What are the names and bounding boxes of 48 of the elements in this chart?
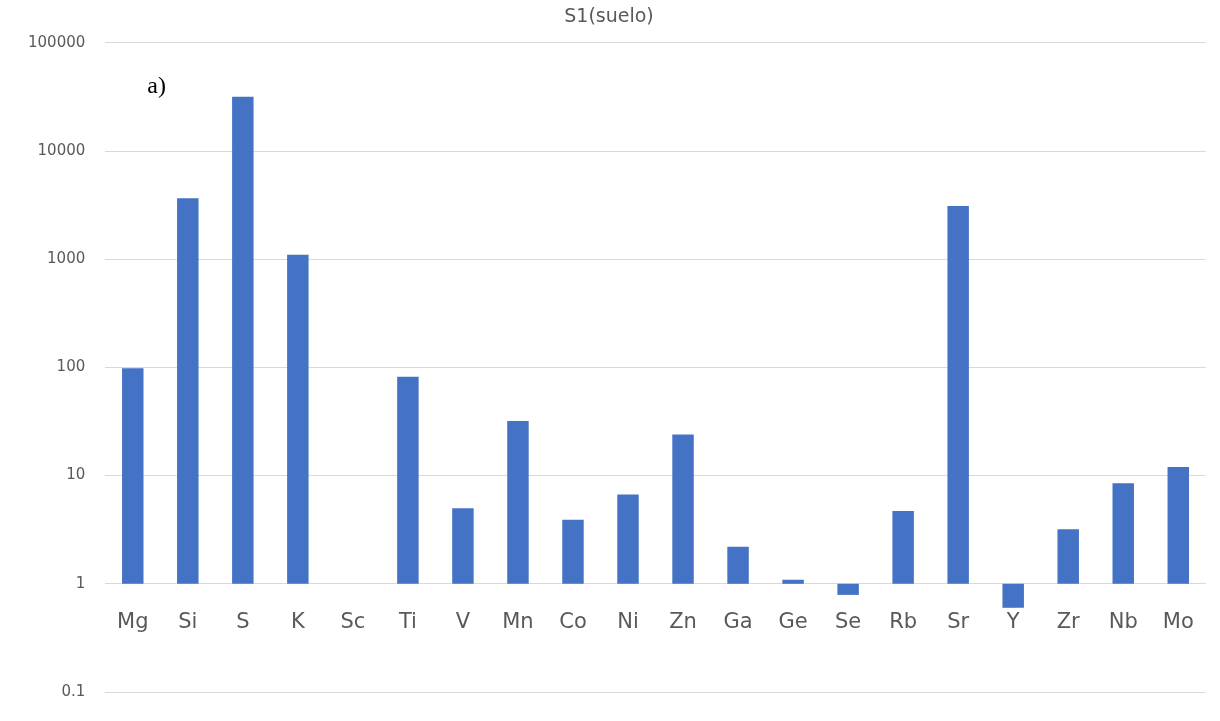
bar xyxy=(617,494,639,584)
x-tick-label: Zr xyxy=(1056,608,1081,633)
bar xyxy=(782,579,804,584)
x-tick-label: Zn xyxy=(669,608,697,633)
chart-title: S1(suelo) xyxy=(564,4,654,27)
x-tick-label: Ti xyxy=(397,608,417,633)
x-tick-label: Ga xyxy=(723,608,753,633)
bar xyxy=(177,198,199,584)
annotation: a) xyxy=(147,72,166,99)
bar xyxy=(122,368,144,584)
bar xyxy=(287,254,309,584)
x-tick-label: Y xyxy=(1005,608,1020,633)
x-tick-label: Rb xyxy=(889,608,918,633)
y-tick-label: 1000 xyxy=(47,249,86,268)
x-tick-label: V xyxy=(455,608,471,633)
x-tick-label: Mg xyxy=(117,608,149,633)
bar xyxy=(232,96,254,584)
x-tick-label: S xyxy=(236,608,250,633)
bar xyxy=(892,511,914,584)
bar xyxy=(1057,529,1079,584)
y-tick-label: 100 xyxy=(56,357,86,376)
bar xyxy=(1112,483,1134,584)
y-tick-label: 100000 xyxy=(28,32,86,51)
x-tick-label: Ni xyxy=(617,608,639,633)
bar xyxy=(947,206,969,584)
bar xyxy=(727,546,749,584)
x-tick-label: Si xyxy=(178,608,198,633)
x-tick-label: Sr xyxy=(947,608,970,633)
x-tick-label: Sc xyxy=(340,608,366,633)
bar xyxy=(507,420,529,584)
bar xyxy=(1002,583,1024,608)
y-tick-label: 10 xyxy=(66,465,86,484)
bar xyxy=(452,508,474,584)
y-tick-label: 10000 xyxy=(37,140,86,159)
x-tick-label: Ge xyxy=(778,608,808,633)
bar xyxy=(837,583,859,595)
x-tick-label: Co xyxy=(559,608,587,633)
bar xyxy=(1167,467,1189,584)
x-tick-label: Nb xyxy=(1108,608,1138,633)
y-tick-label: 1 xyxy=(75,573,86,592)
bar xyxy=(672,434,694,584)
y-tick-label: 0.1 xyxy=(61,681,86,700)
bar xyxy=(562,519,584,584)
x-tick-label: Se xyxy=(834,608,862,633)
x-tick-label: Mo xyxy=(1162,608,1194,633)
x-tick-label: Mn xyxy=(502,608,534,633)
bar xyxy=(397,376,419,584)
x-tick-label: K xyxy=(290,608,306,633)
